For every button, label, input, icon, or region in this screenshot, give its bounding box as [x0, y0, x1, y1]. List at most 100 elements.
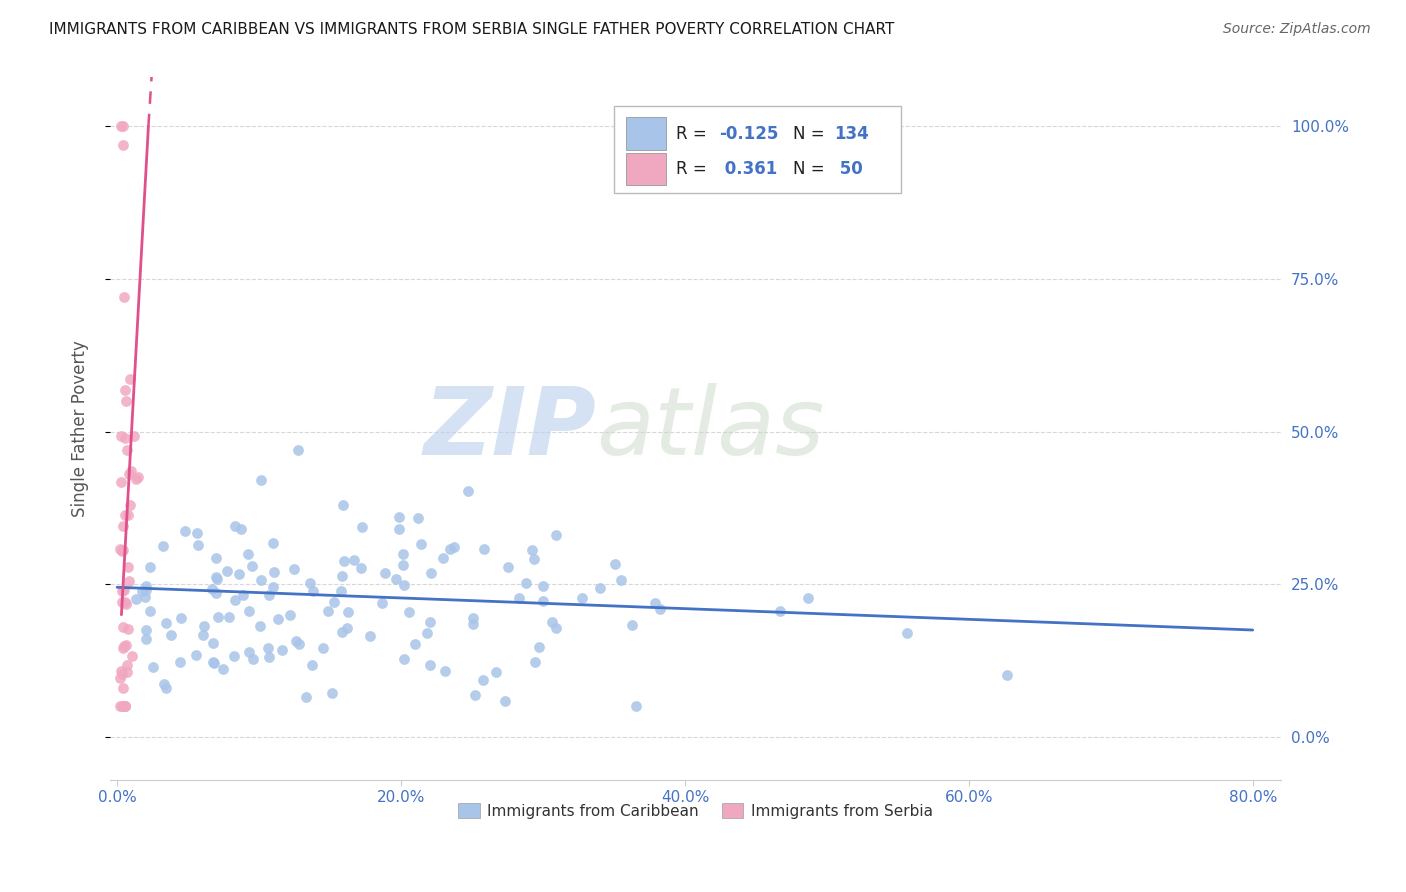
Point	[463, 611, 485, 625]
Point	[250, 573, 273, 587]
Point	[398, 605, 420, 619]
Point	[236, 547, 259, 561]
Point	[416, 626, 439, 640]
Point	[191, 627, 214, 641]
Point	[215, 565, 238, 579]
Point	[201, 582, 224, 596]
Point	[228, 567, 250, 582]
Point	[621, 618, 644, 632]
Point	[302, 583, 325, 598]
Text: ZIP: ZIP	[423, 383, 596, 475]
Point	[485, 665, 508, 680]
Point	[160, 627, 183, 641]
Text: R =: R =	[676, 125, 711, 143]
Point	[118, 372, 141, 386]
Point	[520, 542, 543, 557]
Point	[127, 470, 149, 484]
Point	[508, 591, 530, 605]
Point	[285, 634, 308, 648]
Point	[312, 640, 335, 655]
Point	[544, 622, 567, 636]
Point	[257, 641, 280, 656]
Point	[112, 699, 135, 714]
Point	[218, 610, 240, 624]
Point	[533, 579, 555, 593]
Text: 50: 50	[834, 160, 862, 178]
Point	[350, 561, 373, 575]
Point	[114, 384, 136, 398]
Point	[472, 542, 495, 557]
Point	[135, 632, 157, 647]
FancyBboxPatch shape	[627, 118, 666, 150]
Point	[117, 623, 139, 637]
Point	[114, 699, 136, 714]
Point	[112, 641, 135, 656]
Point	[603, 558, 626, 572]
Point	[114, 595, 136, 609]
Point	[111, 542, 134, 557]
Point	[110, 475, 132, 489]
Point	[110, 699, 132, 714]
Point	[267, 612, 290, 626]
Point	[523, 551, 546, 566]
FancyBboxPatch shape	[613, 105, 900, 194]
Point	[352, 519, 374, 533]
Point	[257, 649, 280, 664]
Point	[298, 576, 321, 591]
Point	[117, 467, 139, 482]
Point	[229, 523, 252, 537]
Point	[321, 686, 343, 700]
Point	[392, 652, 415, 666]
Point	[112, 620, 135, 634]
Point	[117, 508, 139, 523]
Text: atlas: atlas	[596, 383, 824, 474]
Point	[263, 565, 285, 579]
Point	[131, 584, 153, 599]
Point	[337, 605, 360, 619]
Point	[624, 698, 647, 713]
Point	[212, 662, 235, 676]
Point	[644, 596, 666, 610]
Point	[112, 290, 135, 304]
Point	[111, 137, 134, 152]
Point	[152, 539, 174, 553]
Point	[111, 699, 134, 714]
Point	[224, 518, 246, 533]
Point	[995, 668, 1018, 682]
Point	[238, 645, 260, 659]
Point	[571, 591, 593, 606]
Text: -0.125: -0.125	[718, 125, 779, 143]
Point	[332, 498, 354, 512]
Point	[114, 638, 136, 652]
Point	[322, 595, 344, 609]
Point	[527, 640, 550, 654]
Point	[125, 592, 148, 607]
Point	[359, 629, 381, 643]
Point	[114, 394, 136, 409]
Point	[110, 429, 132, 443]
Point	[288, 637, 311, 651]
Point	[115, 597, 138, 611]
Point	[169, 655, 191, 669]
Point	[262, 536, 284, 550]
Point	[111, 120, 134, 134]
Point	[184, 648, 207, 662]
FancyBboxPatch shape	[627, 153, 666, 185]
Text: IMMIGRANTS FROM CARIBBEAN VS IMMIGRANTS FROM SERBIA SINGLE FATHER POVERTY CORREL: IMMIGRANTS FROM CARIBBEAN VS IMMIGRANTS …	[49, 22, 894, 37]
Point	[295, 690, 318, 704]
Point	[115, 665, 138, 679]
Point	[187, 538, 209, 552]
Point	[112, 698, 135, 713]
Point	[135, 583, 157, 598]
Point	[419, 566, 441, 580]
Point	[125, 473, 148, 487]
Point	[280, 607, 302, 622]
Text: 0.361: 0.361	[718, 160, 778, 178]
Point	[515, 576, 537, 591]
Point	[330, 625, 353, 640]
Text: Source: ZipAtlas.com: Source: ZipAtlas.com	[1223, 22, 1371, 37]
Point	[419, 615, 441, 630]
Point	[494, 694, 516, 708]
Point	[546, 527, 568, 541]
Point	[388, 522, 411, 536]
